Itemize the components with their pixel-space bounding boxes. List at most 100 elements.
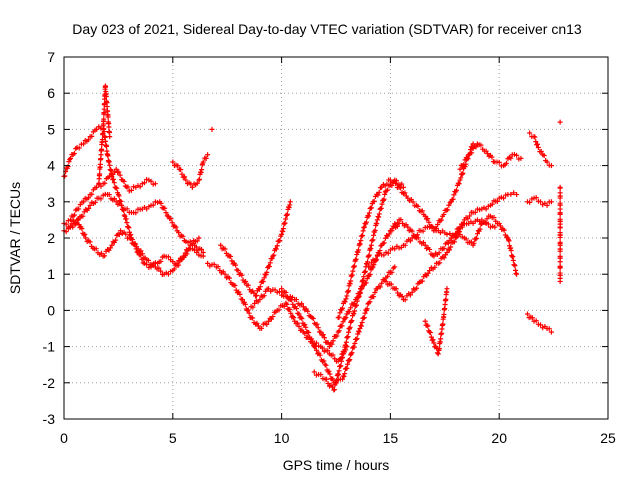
data-point-marker	[414, 285, 420, 291]
data-point-marker	[351, 311, 357, 317]
data-point-marker	[532, 134, 538, 140]
data-point-marker	[87, 202, 93, 208]
data-point-marker	[336, 368, 342, 374]
data-point-marker	[284, 211, 290, 217]
data-point-marker	[145, 257, 151, 263]
data-point-marker	[405, 224, 411, 230]
data-point-marker	[330, 352, 336, 358]
data-point-marker	[156, 265, 162, 271]
data-point-marker	[460, 170, 466, 176]
data-point-marker	[138, 248, 144, 254]
data-point-marker	[86, 205, 92, 211]
series-track-20	[557, 119, 563, 284]
data-point-marker	[294, 306, 300, 312]
data-point-marker	[94, 184, 100, 190]
data-point-marker	[314, 321, 320, 327]
data-point-marker	[422, 213, 428, 219]
data-point-marker	[557, 119, 563, 125]
series-track-14	[383, 190, 520, 303]
data-point-marker	[274, 243, 280, 249]
data-point-marker	[366, 252, 372, 258]
data-point-marker	[354, 336, 360, 342]
data-point-marker	[473, 236, 479, 242]
x-tick-label: 25	[600, 430, 616, 446]
data-point-marker	[344, 365, 350, 371]
data-point-marker	[445, 240, 451, 246]
data-point-marker	[299, 316, 305, 322]
data-point-marker	[382, 191, 388, 197]
data-point-marker	[361, 274, 367, 280]
data-point-marker	[410, 199, 416, 205]
data-point-marker	[111, 180, 117, 186]
data-point-marker	[440, 321, 446, 327]
series-track-16	[422, 286, 450, 357]
data-point-marker	[510, 257, 516, 263]
data-point-marker	[252, 300, 258, 306]
data-point-marker	[443, 296, 449, 302]
y-tick-label: 6	[47, 85, 55, 101]
data-point-marker	[349, 318, 355, 324]
data-point-marker	[557, 265, 563, 271]
data-point-marker	[484, 216, 490, 222]
data-point-marker	[310, 338, 316, 344]
data-point-marker	[113, 237, 119, 243]
data-point-marker	[367, 264, 373, 270]
data-point-marker	[478, 142, 484, 148]
data-point-marker	[347, 357, 353, 363]
data-point-marker	[105, 153, 111, 159]
data-point-marker	[266, 318, 272, 324]
data-point-marker	[331, 387, 337, 393]
series-track-18	[524, 195, 554, 208]
data-point-marker	[176, 262, 182, 268]
data-point-marker	[557, 248, 563, 254]
data-point-marker	[277, 238, 283, 244]
data-point-marker	[303, 324, 309, 330]
series-track-8	[218, 199, 293, 299]
data-point-marker	[196, 176, 202, 182]
data-point-marker	[393, 181, 399, 187]
data-point-marker	[80, 213, 86, 219]
data-point-marker	[232, 283, 238, 289]
data-point-marker	[341, 349, 347, 355]
data-point-marker	[111, 176, 117, 182]
data-point-marker	[399, 181, 405, 187]
data-point-marker	[441, 255, 447, 261]
data-point-marker	[158, 200, 164, 206]
data-point-marker	[463, 236, 469, 242]
data-point-marker	[446, 202, 452, 208]
data-point-marker	[461, 162, 467, 168]
data-point-marker	[408, 196, 414, 202]
data-point-marker	[402, 190, 408, 196]
data-point-marker	[323, 362, 329, 368]
data-point-marker	[444, 249, 450, 255]
data-point-marker	[287, 199, 293, 205]
data-point-marker	[365, 259, 371, 265]
series-track-19	[524, 311, 554, 335]
data-point-marker	[98, 250, 104, 256]
data-point-marker	[281, 303, 287, 309]
data-point-marker	[403, 222, 409, 228]
data-point-marker	[288, 310, 294, 316]
data-point-marker	[389, 228, 395, 234]
data-point-marker	[376, 214, 382, 220]
data-point-marker	[203, 155, 209, 161]
data-point-marker	[358, 323, 364, 329]
data-point-marker	[180, 233, 186, 239]
data-point-marker	[121, 178, 127, 184]
data-point-marker	[343, 315, 349, 321]
data-point-marker	[375, 192, 381, 198]
data-point-marker	[436, 346, 442, 352]
data-point-marker	[126, 225, 132, 231]
data-point-marker	[514, 271, 520, 277]
data-point-marker	[425, 270, 431, 276]
data-point-marker	[393, 178, 399, 184]
data-point-marker	[75, 217, 81, 223]
data-point-marker	[432, 264, 438, 270]
data-point-marker	[346, 288, 352, 294]
data-point-marker	[122, 213, 128, 219]
data-point-marker	[422, 242, 428, 248]
data-point-marker	[104, 143, 110, 149]
data-point-marker	[186, 246, 192, 252]
data-point-marker	[264, 321, 270, 327]
data-point-marker	[383, 278, 389, 284]
